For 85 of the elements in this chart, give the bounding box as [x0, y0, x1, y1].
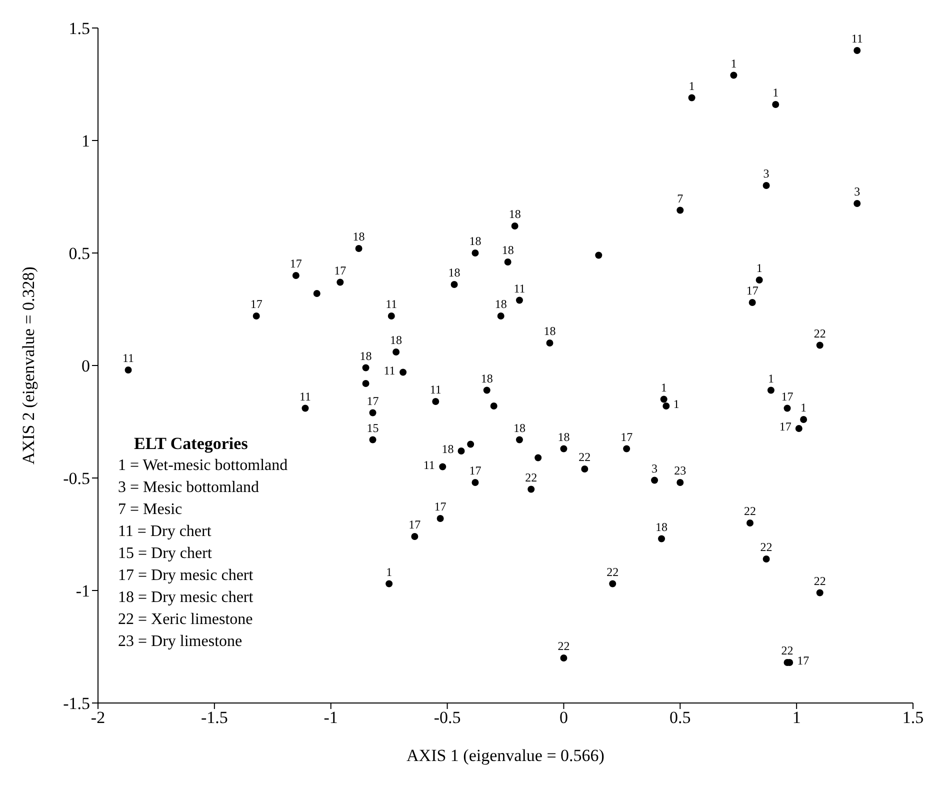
annotation: 11: [122, 351, 134, 365]
annotation: ELT Categories: [134, 433, 249, 455]
annotation: 22 = Xeric limestone: [118, 610, 254, 630]
annotation: 23: [674, 464, 686, 478]
annotation: 18 = Dry mesic chert: [118, 588, 254, 608]
y-axis-title: AXIS 2 (eigenvalue = 0.328): [19, 266, 38, 464]
x-tick-label: 0.5: [670, 708, 691, 728]
annotation: 17: [781, 389, 794, 404]
annotation: 11: [423, 458, 435, 472]
y-tick-label: -0.5: [63, 469, 90, 488]
annotation: 7 = Mesic: [118, 500, 184, 520]
annotation: 18: [352, 230, 365, 244]
annotation: 18: [360, 348, 372, 363]
annotation: 1: [660, 380, 667, 394]
annotation: 3 = Mesic bottomland: [118, 478, 260, 498]
annotation: 22: [760, 540, 772, 554]
annotation: 17: [797, 654, 810, 668]
annotation: 18: [558, 430, 570, 444]
annotation: 22: [578, 450, 591, 464]
annotation: 17: [408, 518, 421, 532]
annotation: 1: [730, 56, 737, 70]
annotation: 17 = Dry mesic chert: [118, 566, 254, 586]
annotation: 11: [384, 363, 396, 378]
y-tick-label: -1.5: [63, 694, 90, 714]
annotation: 23 = Dry limestone: [118, 632, 244, 652]
annotation: 22: [814, 574, 826, 588]
annotation: 22: [814, 326, 826, 340]
annotation: 18: [480, 371, 493, 386]
y-tick-label: 0.5: [68, 244, 90, 264]
x-tick-label: 1: [792, 708, 801, 728]
x-tick-label: -0.5: [434, 708, 461, 728]
annotation: 18: [508, 207, 521, 221]
y-tick-label: -1: [76, 582, 90, 601]
annotation: 11: [514, 281, 526, 296]
annotation: 17: [250, 297, 262, 311]
annotation: 1: [800, 400, 807, 414]
annotation: 18: [502, 243, 514, 257]
annotation: 3: [652, 461, 658, 476]
annotation: 1: [756, 261, 762, 275]
annotation: 18: [656, 520, 668, 534]
y-tick-label: 1.5: [68, 19, 90, 38]
x-tick-label: 0: [559, 708, 568, 728]
annotation: 18: [469, 234, 482, 248]
annotation: 18: [544, 324, 556, 338]
annotation: 1 = Wet-mesic bottomland: [118, 456, 288, 476]
annotation: 1: [688, 78, 695, 93]
annotation: 17: [434, 500, 446, 514]
annotation: 18: [494, 297, 507, 311]
annotation: 11: [430, 382, 442, 396]
annotation: 15: [366, 420, 379, 435]
annotation: 22: [606, 564, 619, 579]
annotation: 11: [386, 297, 398, 311]
annotation: 17: [290, 256, 302, 270]
annotation: 17: [779, 420, 792, 434]
annotation: 22: [781, 644, 794, 658]
y-tick-label: 1: [82, 132, 90, 151]
annotation: 15 = Dry chert: [118, 544, 213, 564]
annotation: 22: [744, 504, 756, 518]
annotation: 1: [772, 86, 779, 100]
annotation: 1: [673, 397, 680, 411]
annotation: 1: [768, 371, 774, 386]
annotation: 18: [442, 442, 454, 456]
annotation: 18: [390, 333, 402, 347]
annotation: 11 = Dry chert: [118, 522, 212, 542]
y-tick-label: 0: [82, 356, 90, 376]
annotation: 17: [366, 394, 379, 408]
annotation: 11: [851, 32, 863, 46]
annotation: 11: [299, 389, 312, 404]
x-tick-label: 1.5: [902, 708, 924, 728]
x-tick-label: -1: [324, 708, 338, 728]
annotation: 17: [620, 430, 633, 444]
x-axis-title: AXIS 1 (eigenvalue = 0.566): [406, 746, 604, 765]
annotation: 7: [677, 191, 684, 206]
annotation: 1: [386, 564, 392, 579]
annotation: 18: [513, 420, 526, 435]
annotation: 22: [558, 639, 570, 653]
annotation: 17: [746, 284, 758, 298]
x-tick-label: -1.5: [200, 708, 228, 728]
annotation: 17: [469, 464, 482, 478]
annotation: 3: [854, 184, 860, 198]
annotation: 17: [334, 263, 346, 278]
x-tick-label: -2: [90, 708, 106, 728]
annotation: 22: [525, 470, 538, 484]
annotation: 18: [448, 266, 460, 280]
annotation: 3: [763, 166, 770, 180]
